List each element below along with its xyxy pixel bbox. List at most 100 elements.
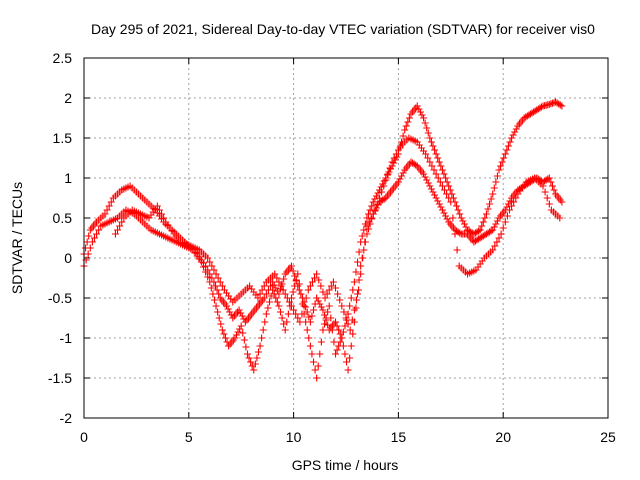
data-point-series-3 — [543, 194, 551, 202]
data-point-series-1 — [305, 313, 313, 321]
data-point-series-1 — [371, 195, 379, 203]
data-point-series-2 — [399, 169, 407, 177]
data-point-series-1 — [453, 202, 461, 210]
data-point-series-3 — [302, 294, 310, 302]
data-point-series-1 — [413, 102, 421, 110]
data-point-series-3 — [426, 158, 434, 166]
data-point-series-1 — [492, 178, 500, 186]
data-point-series-1 — [434, 154, 442, 162]
y-tick-label: 0 — [64, 250, 72, 266]
data-point-series-3 — [158, 210, 166, 218]
data-point-series-1 — [457, 214, 465, 222]
data-point-series-3 — [453, 246, 461, 254]
data-point-series-2 — [297, 290, 305, 298]
data-point-series-1 — [335, 326, 343, 334]
data-point-series-3 — [218, 282, 226, 290]
data-point-series-2 — [237, 322, 245, 330]
data-point-series-3 — [434, 174, 442, 182]
data-point-series-2 — [245, 354, 253, 362]
data-point-series-3 — [357, 270, 365, 278]
data-points — [80, 98, 566, 382]
data-point-series-3 — [212, 270, 220, 278]
data-point-series-3 — [499, 224, 507, 232]
data-point-series-1 — [479, 218, 487, 226]
data-point-series-2 — [317, 338, 325, 346]
y-tick-label: -1 — [60, 330, 73, 346]
data-point-series-1 — [324, 321, 332, 329]
data-point-series-2 — [550, 186, 558, 194]
data-point-series-2 — [214, 308, 222, 316]
data-point-series-3 — [313, 270, 321, 278]
data-point-series-3 — [342, 314, 350, 322]
data-point-series-1 — [332, 318, 340, 326]
data-point-series-3 — [352, 296, 360, 304]
data-point-series-1 — [302, 303, 310, 311]
data-point-series-1 — [310, 306, 318, 314]
data-point-series-3 — [447, 198, 455, 206]
data-point-series-2 — [207, 284, 215, 292]
data-point-series-1 — [495, 166, 503, 174]
data-point-series-2 — [278, 314, 286, 322]
data-point-series-3 — [508, 202, 516, 210]
data-point-series-3 — [367, 214, 375, 222]
data-point-series-3 — [443, 190, 451, 198]
data-point-series-2 — [434, 197, 442, 205]
data-point-series-3 — [288, 302, 296, 310]
data-point-series-1 — [454, 206, 462, 214]
data-point-series-1 — [402, 122, 410, 130]
data-point-series-2 — [432, 194, 440, 202]
data-point-series-3 — [311, 274, 319, 282]
data-point-series-1 — [431, 146, 439, 154]
y-tick-label: 2.5 — [53, 50, 73, 66]
data-point-series-3 — [114, 226, 122, 234]
data-point-series-2 — [212, 302, 220, 310]
data-point-series-3 — [304, 286, 312, 294]
data-point-series-1 — [355, 248, 363, 256]
data-point-series-3 — [319, 288, 327, 296]
data-point-series-3 — [271, 270, 279, 278]
data-point-series-3 — [382, 176, 390, 184]
data-point-series-3 — [503, 212, 511, 220]
data-point-series-3 — [384, 170, 392, 178]
x-tick-label: 25 — [600, 429, 616, 445]
data-point-series-1 — [346, 302, 354, 310]
data-point-series-3 — [394, 146, 402, 154]
data-point-series-1 — [415, 105, 423, 113]
data-point-series-3 — [489, 246, 497, 254]
data-point-series-2 — [206, 278, 214, 286]
data-point-series-1 — [223, 302, 231, 310]
data-point-series-2 — [355, 276, 363, 284]
x-tick-labels: 0 5 10 15 20 25 — [80, 429, 616, 445]
data-point-series-1 — [478, 222, 486, 230]
data-point-series-3 — [348, 316, 356, 324]
data-point-series-1 — [374, 189, 382, 197]
data-point-series-1 — [288, 262, 296, 270]
data-point-series-2 — [545, 174, 553, 182]
data-point-series-1 — [404, 118, 412, 126]
data-point-series-1 — [460, 220, 468, 228]
data-point-series-3 — [290, 306, 298, 314]
data-point-series-2 — [343, 358, 351, 366]
data-point-series-1 — [260, 294, 268, 302]
data-point-series-3 — [275, 278, 283, 286]
data-point-series-1 — [213, 286, 221, 294]
data-point-series-1 — [509, 131, 517, 139]
data-point-series-2 — [423, 176, 431, 184]
data-point-series-3 — [501, 218, 509, 226]
data-point-series-2 — [548, 182, 556, 190]
data-point-series-1 — [212, 282, 220, 290]
data-point-series-2 — [303, 326, 311, 334]
y-tick-label: -1.5 — [48, 370, 72, 386]
data-point-series-2 — [443, 215, 451, 223]
y-tick-label: -0.5 — [48, 290, 72, 306]
data-point-series-2 — [316, 350, 324, 358]
data-point-series-3 — [363, 222, 371, 230]
data-point-series-1 — [416, 108, 424, 116]
data-point-series-1 — [435, 158, 443, 166]
data-point-series-3 — [334, 290, 342, 298]
data-point-series-3 — [545, 200, 553, 208]
data-point-series-2 — [339, 342, 347, 350]
data-point-series-2 — [204, 273, 212, 281]
data-point-series-2 — [412, 161, 420, 169]
